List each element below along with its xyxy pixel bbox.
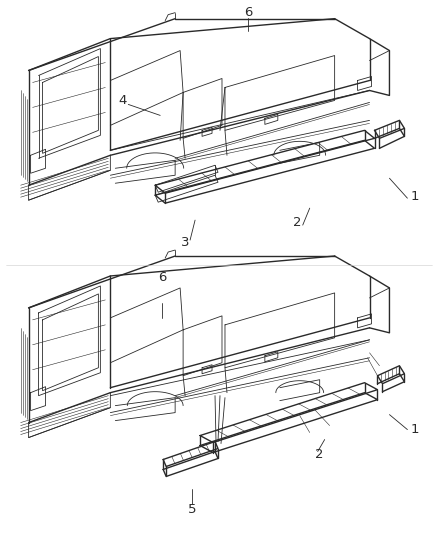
Text: 3: 3 [181,236,189,248]
Text: 6: 6 [244,6,252,19]
Text: 1: 1 [410,190,419,203]
Text: 4: 4 [118,94,127,107]
Text: 2: 2 [315,448,324,461]
Text: 6: 6 [158,271,166,285]
Text: 1: 1 [410,423,419,436]
Text: 5: 5 [188,503,196,516]
Text: 2: 2 [293,216,302,229]
